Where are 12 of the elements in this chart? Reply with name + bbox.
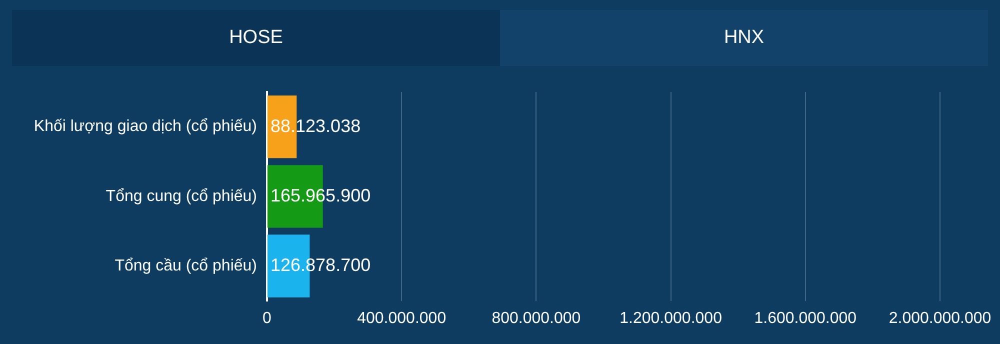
x-tick-label: 2.000.000.000: [888, 310, 992, 327]
text: HOSE: [12, 10, 500, 66]
x-tick-label: 1.600.000.000: [754, 310, 857, 327]
y-tick-label: Tổng cầu (cổ phiếu): [114, 257, 257, 274]
y-tick-label: Khối lượng giao dịch (cổ phiếu): [34, 118, 257, 136]
x-tick-label: 0: [262, 310, 272, 327]
y-tick-label: Tổng cung (cổ phiếu): [106, 188, 257, 205]
x-tick-label: 1.200.000.000: [620, 310, 722, 327]
data-label: 165.965.900: [270, 185, 371, 206]
x-tick-label: 400.000.000: [357, 310, 446, 327]
x-tick-label: 800.000.000: [492, 310, 581, 327]
text: HNX: [500, 10, 988, 66]
